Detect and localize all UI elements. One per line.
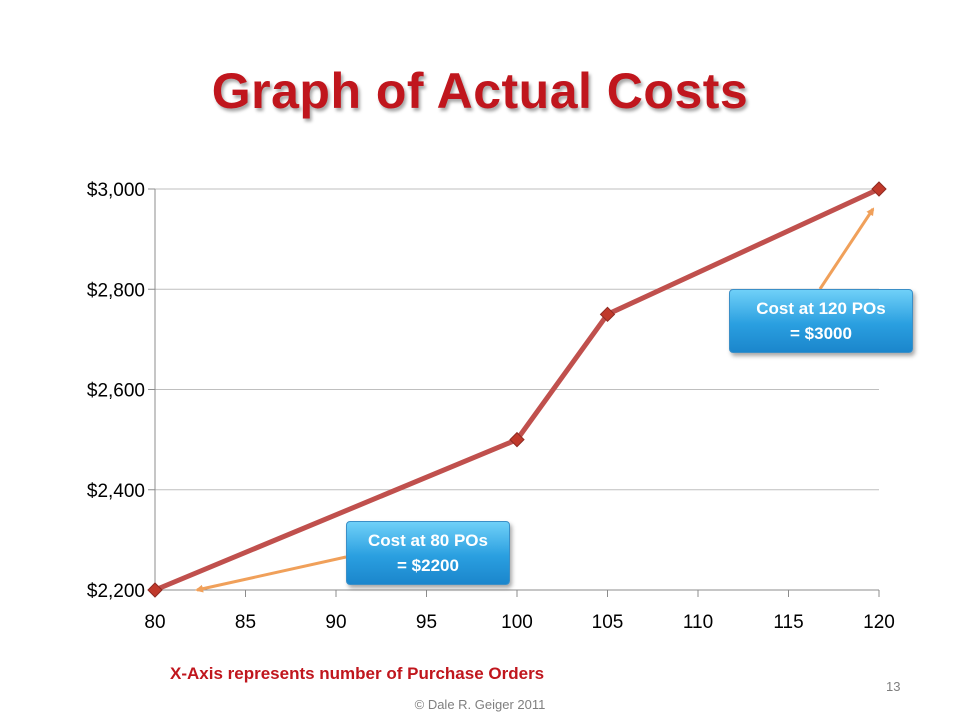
callout-arrows <box>195 207 875 593</box>
callout-120-line1: Cost at 120 POs <box>756 299 886 318</box>
callout-120-line2: = $3000 <box>790 324 852 343</box>
y-tick-label-2800: $2,800 <box>87 280 145 301</box>
grid-lines <box>155 188 879 591</box>
x-tick-label-115: 115 <box>773 612 803 633</box>
callout-80-line1: Cost at 80 POs <box>368 531 488 550</box>
callout-80-line2: = $2200 <box>397 556 459 575</box>
callout-120-pos: Cost at 120 POs = $3000 <box>729 289 913 353</box>
arrow-to-120 <box>818 207 875 290</box>
x-tick-label-90: 90 <box>325 612 346 633</box>
x-tick-label-85: 85 <box>235 612 256 633</box>
data-point-120 <box>871 181 887 197</box>
data-point-80 <box>147 582 163 598</box>
axes <box>148 188 880 597</box>
y-tick-label-2400: $2,400 <box>87 481 145 502</box>
x-tick-label-110: 110 <box>683 612 713 633</box>
x-tick-labels: 80 85 90 95 100 105 110 115 120 <box>144 612 894 633</box>
data-series <box>147 181 887 598</box>
x-tick-label-95: 95 <box>416 612 437 633</box>
x-tick-label-100: 100 <box>501 612 533 633</box>
page-number: 13 <box>886 679 901 694</box>
arrow-to-80 <box>195 555 347 593</box>
x-tick-label-120: 120 <box>863 612 895 633</box>
y-tick-label-2600: $2,600 <box>87 381 145 402</box>
slide-title: Graph of Actual Costs <box>211 63 749 119</box>
x-tick-label-80: 80 <box>144 612 165 633</box>
series-line-0 <box>154 186 881 593</box>
y-tick-label-3000: $3,000 <box>87 180 145 201</box>
x-tick-label-105: 105 <box>592 612 624 633</box>
callout-80-pos: Cost at 80 POs = $2200 <box>346 521 510 585</box>
copyright: © Dale R. Geiger 2011 <box>414 697 546 712</box>
y-tick-labels: $2,200 $2,400 $2,600 $2,800 $3,000 <box>87 180 145 602</box>
data-point-100 <box>509 431 525 448</box>
y-tick-label-2200: $2,200 <box>87 581 145 602</box>
data-point-105 <box>599 306 616 323</box>
x-axis-footnote: X-Axis represents number of Purchase Ord… <box>170 664 545 683</box>
